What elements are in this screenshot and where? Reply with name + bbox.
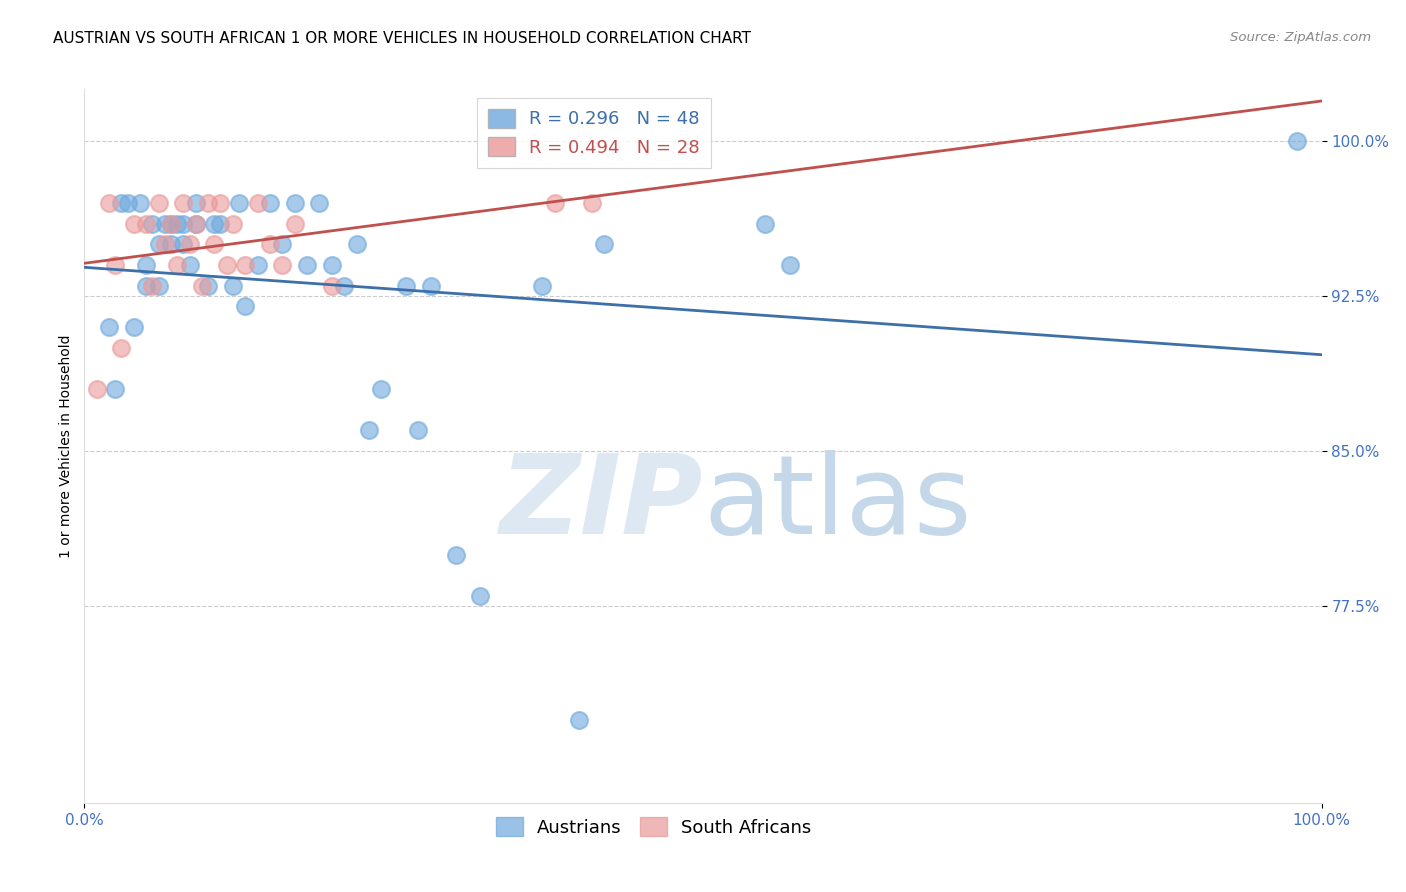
Point	[531, 278, 554, 293]
Point	[202, 217, 225, 231]
Point	[568, 713, 591, 727]
Point	[184, 217, 207, 231]
Point	[246, 258, 269, 272]
Text: AUSTRIAN VS SOUTH AFRICAN 1 OR MORE VEHICLES IN HOUSEHOLD CORRELATION CHART: AUSTRIAN VS SOUTH AFRICAN 1 OR MORE VEHI…	[53, 31, 751, 46]
Point	[233, 299, 256, 313]
Point	[179, 258, 201, 272]
Point	[233, 258, 256, 272]
Point	[166, 258, 188, 272]
Point	[148, 237, 170, 252]
Point	[129, 196, 152, 211]
Point	[470, 589, 492, 603]
Point	[209, 217, 232, 231]
Point	[779, 258, 801, 272]
Point	[271, 237, 294, 252]
Point	[122, 320, 145, 334]
Point	[135, 217, 157, 231]
Point	[172, 196, 194, 211]
Point	[98, 320, 121, 334]
Legend: Austrians, South Africans: Austrians, South Africans	[488, 810, 818, 844]
Point	[135, 258, 157, 272]
Point	[1285, 134, 1308, 148]
Point	[184, 196, 207, 211]
Point	[141, 217, 163, 231]
Point	[98, 196, 121, 211]
Point	[179, 237, 201, 252]
Point	[228, 196, 250, 211]
Point	[202, 237, 225, 252]
Point	[110, 341, 132, 355]
Point	[184, 217, 207, 231]
Y-axis label: 1 or more Vehicles in Household: 1 or more Vehicles in Household	[59, 334, 73, 558]
Point	[197, 196, 219, 211]
Point	[333, 278, 356, 293]
Text: ZIP: ZIP	[499, 450, 703, 557]
Point	[215, 258, 238, 272]
Point	[135, 278, 157, 293]
Point	[593, 237, 616, 252]
Point	[197, 278, 219, 293]
Point	[284, 217, 307, 231]
Point	[172, 217, 194, 231]
Point	[419, 278, 441, 293]
Point	[153, 237, 176, 252]
Point	[117, 196, 139, 211]
Point	[581, 196, 603, 211]
Point	[110, 196, 132, 211]
Point	[246, 196, 269, 211]
Point	[222, 217, 245, 231]
Point	[86, 382, 108, 396]
Point	[308, 196, 330, 211]
Point	[395, 278, 418, 293]
Point	[148, 278, 170, 293]
Text: Source: ZipAtlas.com: Source: ZipAtlas.com	[1230, 31, 1371, 45]
Point	[284, 196, 307, 211]
Point	[259, 196, 281, 211]
Point	[222, 278, 245, 293]
Point	[166, 217, 188, 231]
Point	[295, 258, 318, 272]
Point	[357, 424, 380, 438]
Point	[191, 278, 214, 293]
Point	[408, 424, 430, 438]
Point	[141, 278, 163, 293]
Point	[321, 278, 343, 293]
Point	[172, 237, 194, 252]
Point	[148, 196, 170, 211]
Point	[122, 217, 145, 231]
Point	[209, 196, 232, 211]
Point	[346, 237, 368, 252]
Point	[271, 258, 294, 272]
Point	[321, 258, 343, 272]
Point	[104, 382, 127, 396]
Point	[104, 258, 127, 272]
Point	[160, 217, 183, 231]
Point	[754, 217, 776, 231]
Point	[160, 217, 183, 231]
Point	[153, 217, 176, 231]
Point	[370, 382, 392, 396]
Point	[259, 237, 281, 252]
Point	[444, 548, 467, 562]
Point	[160, 237, 183, 252]
Point	[543, 196, 565, 211]
Text: atlas: atlas	[703, 450, 972, 557]
